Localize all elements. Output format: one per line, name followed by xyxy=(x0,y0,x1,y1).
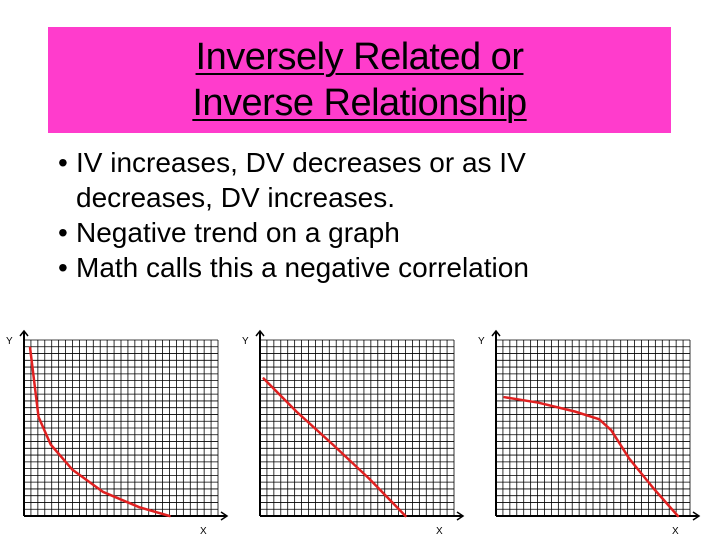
series-line xyxy=(28,346,171,518)
bullet-dot: • xyxy=(58,217,68,248)
x-axis-arrow xyxy=(456,511,465,521)
grid xyxy=(23,339,219,517)
title-line-2: Inverse Relationship xyxy=(192,82,527,124)
y-axis-arrow xyxy=(491,329,501,337)
title-banner: Inversely Related or Inverse Relationshi… xyxy=(48,27,671,133)
bullet-item: • IV increases, DV decreases or as IV de… xyxy=(58,145,698,215)
x-axis-arrow xyxy=(692,511,701,521)
x-axis-label: X xyxy=(672,526,679,537)
y-axis-label: Y xyxy=(478,336,485,347)
y-axis-label: Y xyxy=(242,336,249,347)
chart-2-svg: YX xyxy=(242,329,465,537)
bullet-item: • Math calls this a negative correlation xyxy=(58,250,698,285)
bullet-text-line: Negative trend on a graph xyxy=(76,217,400,248)
bullet-text-line: decreases, DV increases. xyxy=(76,182,396,213)
chart-1-svg: YX xyxy=(6,329,229,537)
bullet-text-line: Math calls this a negative correlation xyxy=(76,252,529,283)
grid xyxy=(259,339,455,517)
y-axis-arrow xyxy=(19,329,29,337)
bullet-item: • Negative trend on a graph xyxy=(58,215,698,250)
chart-3-svg: YX xyxy=(478,329,701,537)
bullet-dot: • xyxy=(58,252,68,283)
bullet-text-line: IV increases, DV decreases or as IV xyxy=(76,147,526,178)
bullet-list: • IV increases, DV decreases or as IV de… xyxy=(58,145,698,285)
y-axis-label: Y xyxy=(6,336,13,347)
grid xyxy=(495,339,691,517)
y-axis-arrow xyxy=(255,329,265,337)
x-axis-label: X xyxy=(200,526,207,537)
series-line xyxy=(503,395,680,518)
bullet-dot: • xyxy=(58,147,68,178)
x-axis-arrow xyxy=(220,511,229,521)
x-axis-label: X xyxy=(436,526,443,537)
series-line xyxy=(262,377,407,518)
title-line-1: Inversely Related or xyxy=(195,36,524,78)
